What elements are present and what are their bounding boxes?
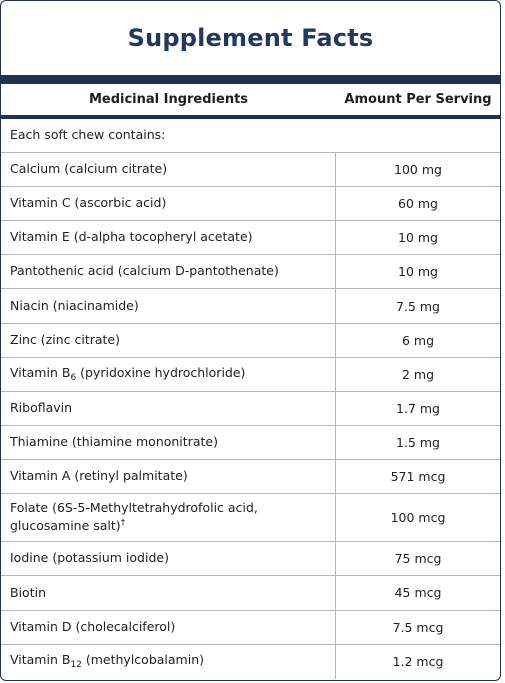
table-header: Medicinal Ingredients Amount Per Serving (1, 84, 500, 115)
title-divider-bar (1, 75, 500, 84)
table-row: Calcium (calcium citrate) 100 mg (1, 153, 500, 188)
ingredient-amount: 1.7 mg (396, 400, 440, 416)
ingredient-name: Vitamin C (ascorbic acid) (1, 187, 336, 221)
table-row: Vitamin B12 (methylcobalamin) 1.2 mcg (1, 644, 500, 679)
ingredient-amount: 2 mg (401, 366, 435, 382)
table-row: Vitamin B6 (pyridoxine hydrochloride) 2 … (1, 357, 500, 392)
ingredient-name: Riboflavin (1, 391, 336, 425)
intro-text: Each soft chew contains: (10, 127, 166, 143)
ingredient-amount: 60 mg (398, 196, 438, 212)
ingredient-name-subscript: 12 (70, 660, 82, 671)
ingredient-name: Vitamin A (retinyl palmitate) (1, 459, 336, 494)
column-header-ingredients: Medicinal Ingredients (88, 92, 249, 107)
ingredient-name-text: Vitamin B (10, 364, 71, 380)
ingredient-amount: 100 mcg (390, 510, 446, 526)
table-row: Vitamin E (d-alpha tocopheryl acetate) 1… (1, 221, 500, 256)
table-row: Niacin (niacinamide) 7.5 mg (1, 289, 500, 324)
ingredient-name-text: glucosamine salt) (10, 518, 121, 534)
column-header-amount: Amount Per Serving (344, 92, 492, 107)
table-row: Thiamine (thiamine mononitrate) 1.5 mg (1, 425, 500, 460)
ingredient-amount: 1.2 mcg (392, 654, 444, 670)
table-row: Zinc (zinc citrate) 6 mg (1, 323, 500, 358)
table-row: Folate (6S-5-Methyltetrahydrofolic acid,… (1, 494, 500, 543)
ingredient-name-text: Folate (6S-5-Methyltetrahydrofolic acid, (10, 500, 258, 516)
ingredient-name: Vitamin D (cholecalciferol) (1, 610, 336, 644)
ingredient-amount: 571 mcg (390, 468, 446, 484)
ingredient-name: Folate (6S-5-Methyltetrahydrofolic acid,… (1, 494, 336, 542)
ingredient-name: Iodine (potassium iodide) (1, 542, 336, 576)
ingredient-name: Vitamin B6 (pyridoxine hydrochloride) (1, 357, 336, 391)
ingredient-amount: 6 mg (401, 332, 435, 348)
ingredient-name-text: Vitamin B (10, 652, 71, 668)
ingredient-name: Zinc (zinc citrate) (1, 323, 336, 357)
panel-title: Supplement Facts (127, 24, 374, 52)
ingredient-amount: 10 mg (398, 264, 438, 280)
table-row: Vitamin D (cholecalciferol) 7.5 mcg (1, 610, 500, 645)
table-row: Vitamin C (ascorbic acid) 60 mg (1, 187, 500, 222)
ingredient-name-text: (pyridoxine hydrochloride) (76, 364, 246, 380)
ingredient-name: Pantothenic acid (calcium D-pantothenate… (1, 255, 336, 289)
ingredient-name: Vitamin B12 (methylcobalamin) (1, 644, 336, 679)
header-divider-bar (1, 115, 500, 119)
ingredient-amount: 10 mg (398, 230, 438, 246)
dagger-footnote-mark: † (120, 518, 126, 529)
ingredient-name: Thiamine (thiamine mononitrate) (1, 425, 336, 459)
ingredient-name-subscript: 6 (70, 372, 77, 383)
intro-row: Each soft chew contains: (1, 119, 500, 154)
ingredient-name: Niacin (niacinamide) (1, 289, 336, 323)
ingredient-amount: 1.5 mg (396, 434, 440, 450)
ingredient-table: Each soft chew contains: Calcium (calciu… (1, 119, 500, 679)
table-row: Biotin 45 mcg (1, 576, 500, 611)
ingredient-amount: 100 mg (394, 162, 442, 178)
ingredient-name: Calcium (calcium citrate) (1, 153, 336, 187)
ingredient-name-text: (methylcobalamin) (81, 652, 204, 668)
table-row: Pantothenic acid (calcium D-pantothenate… (1, 255, 500, 290)
table-row: Riboflavin 1.7 mg (1, 391, 500, 426)
ingredient-amount: 7.5 mcg (392, 619, 444, 635)
ingredient-amount: 45 mcg (394, 585, 442, 601)
ingredient-name: Biotin (1, 576, 336, 610)
table-row: Vitamin A (retinyl palmitate) 571 mcg (1, 459, 500, 495)
ingredient-amount: 7.5 mg (396, 298, 440, 314)
table-row: Iodine (potassium iodide) 75 mcg (1, 542, 500, 577)
ingredient-amount: 75 mcg (394, 551, 442, 567)
ingredient-name: Vitamin E (d-alpha tocopheryl acetate) (1, 221, 336, 255)
